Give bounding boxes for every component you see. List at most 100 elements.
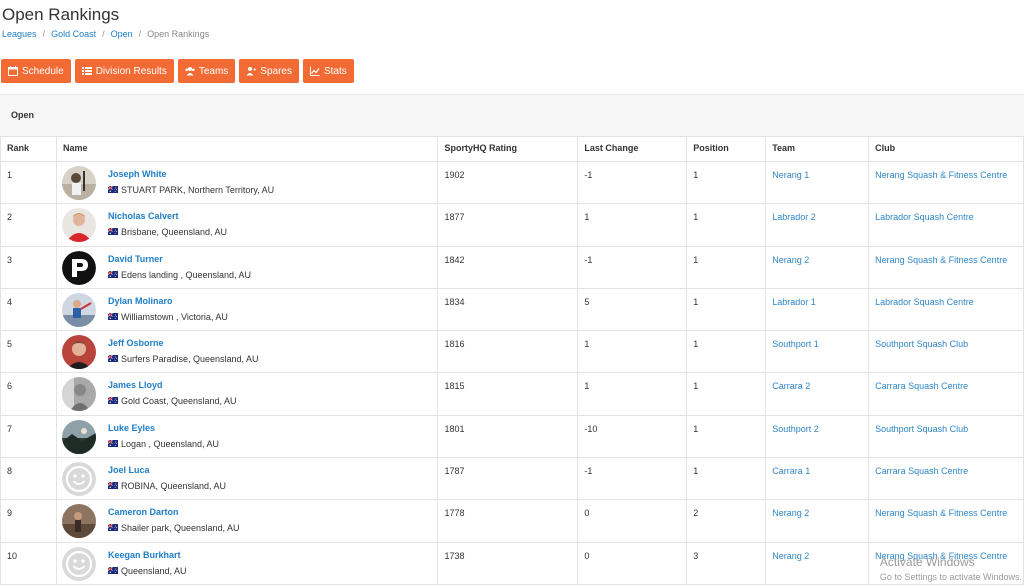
- player-cell: Nicholas Calvert Brisbane, Queensland, AU: [55, 203, 439, 247]
- club-link[interactable]: Nerang Squash & Fitness Centre: [875, 550, 1008, 561]
- player-location: Gold Coast, Queensland, AU: [107, 396, 237, 406]
- australia-flag-icon: [107, 354, 118, 364]
- breadcrumb-separator: /: [102, 29, 105, 39]
- teams-button[interactable]: Teams: [177, 59, 236, 83]
- rank-cell: 8: [0, 457, 57, 501]
- club-cell: Carrara Squash Centre: [868, 457, 1024, 501]
- club-link[interactable]: Carrara Squash Centre: [875, 381, 969, 392]
- header-name[interactable]: Name: [55, 136, 439, 162]
- team-link[interactable]: Nerang 1: [772, 170, 810, 180]
- player-location: Shailer park, Queensland, AU: [107, 523, 240, 534]
- rank-cell: 7: [0, 414, 57, 459]
- team-link[interactable]: Labrador 2: [772, 212, 816, 223]
- rating-cell: 1801: [437, 414, 579, 459]
- default-smiley-icon[interactable]: [61, 462, 96, 497]
- club-link[interactable]: Nerang Squash & Fitness Centre: [875, 170, 1008, 180]
- logo-black-p-icon[interactable]: [61, 250, 96, 285]
- rating-cell: 1815: [437, 372, 579, 416]
- last-change-cell: -1: [577, 160, 688, 205]
- player-location-text: Surfers Paradise, Queensland, AU: [120, 354, 259, 365]
- player-location: Williamstown , Victoria, AU: [107, 312, 228, 322]
- rating-cell: 1902: [437, 160, 579, 205]
- player-location-text: Shailer park, Queensland, AU: [120, 523, 240, 534]
- header-position[interactable]: Position: [686, 136, 767, 162]
- watermark-title: Activate Windows: [879, 555, 975, 569]
- stats-label: Stats: [323, 65, 347, 77]
- position-cell: 1: [686, 414, 767, 459]
- header-rating[interactable]: SportyHQ Rating: [437, 136, 579, 162]
- header-rank[interactable]: Rank: [0, 136, 57, 162]
- player-cell: Keegan Burkhart Queensland, AU: [55, 541, 439, 585]
- australia-flag-icon: [107, 270, 118, 280]
- rank-cell: 4: [0, 287, 57, 332]
- player-name-link[interactable]: Keegan Burkhart: [107, 549, 181, 560]
- team-link[interactable]: Nerang 2: [772, 550, 810, 561]
- team-link[interactable]: Nerang 2: [772, 508, 810, 519]
- team-cell: Labrador 2: [765, 203, 870, 247]
- player-name-link[interactable]: Cameron Darton: [107, 507, 179, 518]
- team-link[interactable]: Nerang 2: [772, 254, 810, 265]
- schedule-button[interactable]: Schedule: [1, 59, 71, 83]
- photo-grey-icon[interactable]: [61, 377, 96, 412]
- breadcrumb-separator: /: [42, 29, 46, 39]
- last-change-cell: -10: [577, 414, 688, 459]
- player-location: ROBINA, Queensland, AU: [107, 481, 226, 491]
- spares-button[interactable]: Spares: [239, 59, 299, 83]
- player-name-link[interactable]: Joel Luca: [107, 465, 150, 476]
- photo-red-shirt-icon[interactable]: [61, 208, 96, 243]
- rank-cell: 10: [0, 541, 57, 585]
- team-link[interactable]: Carrara 2: [772, 381, 811, 392]
- header-team[interactable]: Team: [765, 136, 870, 162]
- player-name-link[interactable]: James Lloyd: [107, 380, 163, 391]
- position-cell: 1: [686, 245, 767, 289]
- photo-brown-icon[interactable]: [61, 504, 96, 539]
- club-link[interactable]: Nerang Squash & Fitness Centre: [875, 254, 1008, 265]
- player-cell: Dylan Molinaro Williamstown , Victoria, A…: [55, 287, 439, 332]
- club-link[interactable]: Southport Squash Club: [875, 339, 969, 350]
- player-name-link[interactable]: David Turner: [107, 253, 163, 264]
- team-cell: Labrador 1: [765, 287, 870, 332]
- rating-cell: 1842: [437, 245, 579, 289]
- table-header-row: Rank Name SportyHQ Rating Last Change Po…: [0, 136, 1024, 162]
- breadcrumb-gold-coast[interactable]: Gold Coast: [51, 29, 97, 39]
- watermark-subtitle: Go to Settings to activate Windows.: [879, 572, 1022, 582]
- breadcrumb-open[interactable]: Open: [110, 29, 133, 39]
- team-link[interactable]: Southport 2: [772, 423, 819, 434]
- photo-squash-court-icon[interactable]: [61, 166, 96, 200]
- player-name-link[interactable]: Nicholas Calvert: [107, 211, 179, 222]
- user-plus-icon: [246, 67, 257, 76]
- team-link[interactable]: Labrador 1: [772, 296, 816, 307]
- player-name-link[interactable]: Jeff Osborne: [107, 338, 164, 349]
- player-location: Surfers Paradise, Queensland, AU: [107, 354, 259, 365]
- team-link[interactable]: Southport 1: [772, 339, 819, 350]
- team-cell: Nerang 1: [765, 160, 870, 205]
- team-cell: Nerang 2: [765, 541, 870, 585]
- division-results-button[interactable]: Division Results: [74, 59, 174, 83]
- photo-smiling-icon[interactable]: [61, 335, 96, 370]
- club-link[interactable]: Labrador Squash Centre: [875, 212, 974, 223]
- header-club[interactable]: Club: [868, 136, 1024, 162]
- player-name-link[interactable]: Dylan Molinaro: [107, 295, 173, 306]
- last-change-cell: 5: [577, 287, 688, 332]
- breadcrumb-leagues[interactable]: Leagues: [2, 29, 37, 39]
- rank-cell: 1: [0, 160, 57, 205]
- rank-cell: 9: [0, 499, 57, 543]
- club-cell: Labrador Squash Centre: [868, 203, 1024, 247]
- player-location-text: Edens landing , Queensland, AU: [120, 269, 252, 280]
- club-link[interactable]: Carrara Squash Centre: [875, 466, 969, 477]
- stats-button[interactable]: Stats: [302, 59, 354, 83]
- default-smiley-icon[interactable]: [61, 546, 96, 581]
- player-location-text: Brisbane, Queensland, AU: [120, 227, 228, 238]
- last-change-cell: -1: [577, 245, 688, 289]
- club-link[interactable]: Nerang Squash & Fitness Centre: [875, 508, 1008, 519]
- player-name-link[interactable]: Luke Eyles: [107, 422, 155, 433]
- player-name-link[interactable]: Joseph White: [107, 169, 167, 179]
- club-link[interactable]: Southport Squash Club: [875, 423, 969, 434]
- header-last-change[interactable]: Last Change: [577, 136, 688, 162]
- team-link[interactable]: Carrara 1: [772, 466, 811, 477]
- club-link[interactable]: Labrador Squash Centre: [875, 296, 974, 307]
- position-cell: 1: [686, 287, 767, 332]
- position-cell: 1: [686, 372, 767, 416]
- photo-player-icon[interactable]: [61, 292, 96, 327]
- photo-landscape-icon[interactable]: [61, 419, 96, 454]
